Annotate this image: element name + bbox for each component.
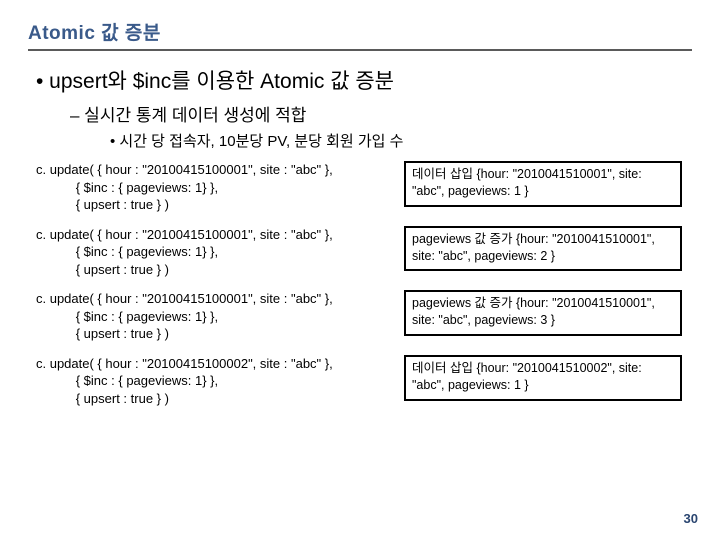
example-row: c. update( { hour : "20100415100001", si… xyxy=(36,161,692,214)
example-row: c. update( { hour : "20100415100002", si… xyxy=(36,355,692,408)
example-row: c. update( { hour : "20100415100001", si… xyxy=(36,290,692,343)
example-rows: c. update( { hour : "20100415100001", si… xyxy=(36,161,692,408)
bullet-level-1: • upsert와 $inc를 이용한 Atomic 값 증분 xyxy=(36,65,692,95)
result-box: 데이터 삽입 {hour: "2010041510002", site: "ab… xyxy=(404,355,682,401)
code-block: c. update( { hour : "20100415100002", si… xyxy=(36,355,396,408)
bullet-level-2: – 실시간 통계 데이터 생성에 적합 xyxy=(70,101,692,126)
code-block: c. update( { hour : "20100415100001", si… xyxy=(36,161,396,214)
slide-title: Atomic 값 증분 xyxy=(28,18,692,45)
example-row: c. update( { hour : "20100415100001", si… xyxy=(36,226,692,279)
result-box: 데이터 삽입 {hour: "2010041510001", site: "ab… xyxy=(404,161,682,207)
page-number: 30 xyxy=(684,511,698,526)
code-block: c. update( { hour : "20100415100001", si… xyxy=(36,226,396,279)
code-block: c. update( { hour : "20100415100001", si… xyxy=(36,290,396,343)
title-underline: Atomic 값 증분 xyxy=(28,18,692,51)
result-box: pageviews 값 증가 {hour: "2010041510001", s… xyxy=(404,226,682,272)
result-box: pageviews 값 증가 {hour: "2010041510001", s… xyxy=(404,290,682,336)
bullet-level-3: • 시간 당 접속자, 10분당 PV, 분당 회원 가입 수 xyxy=(110,130,692,151)
